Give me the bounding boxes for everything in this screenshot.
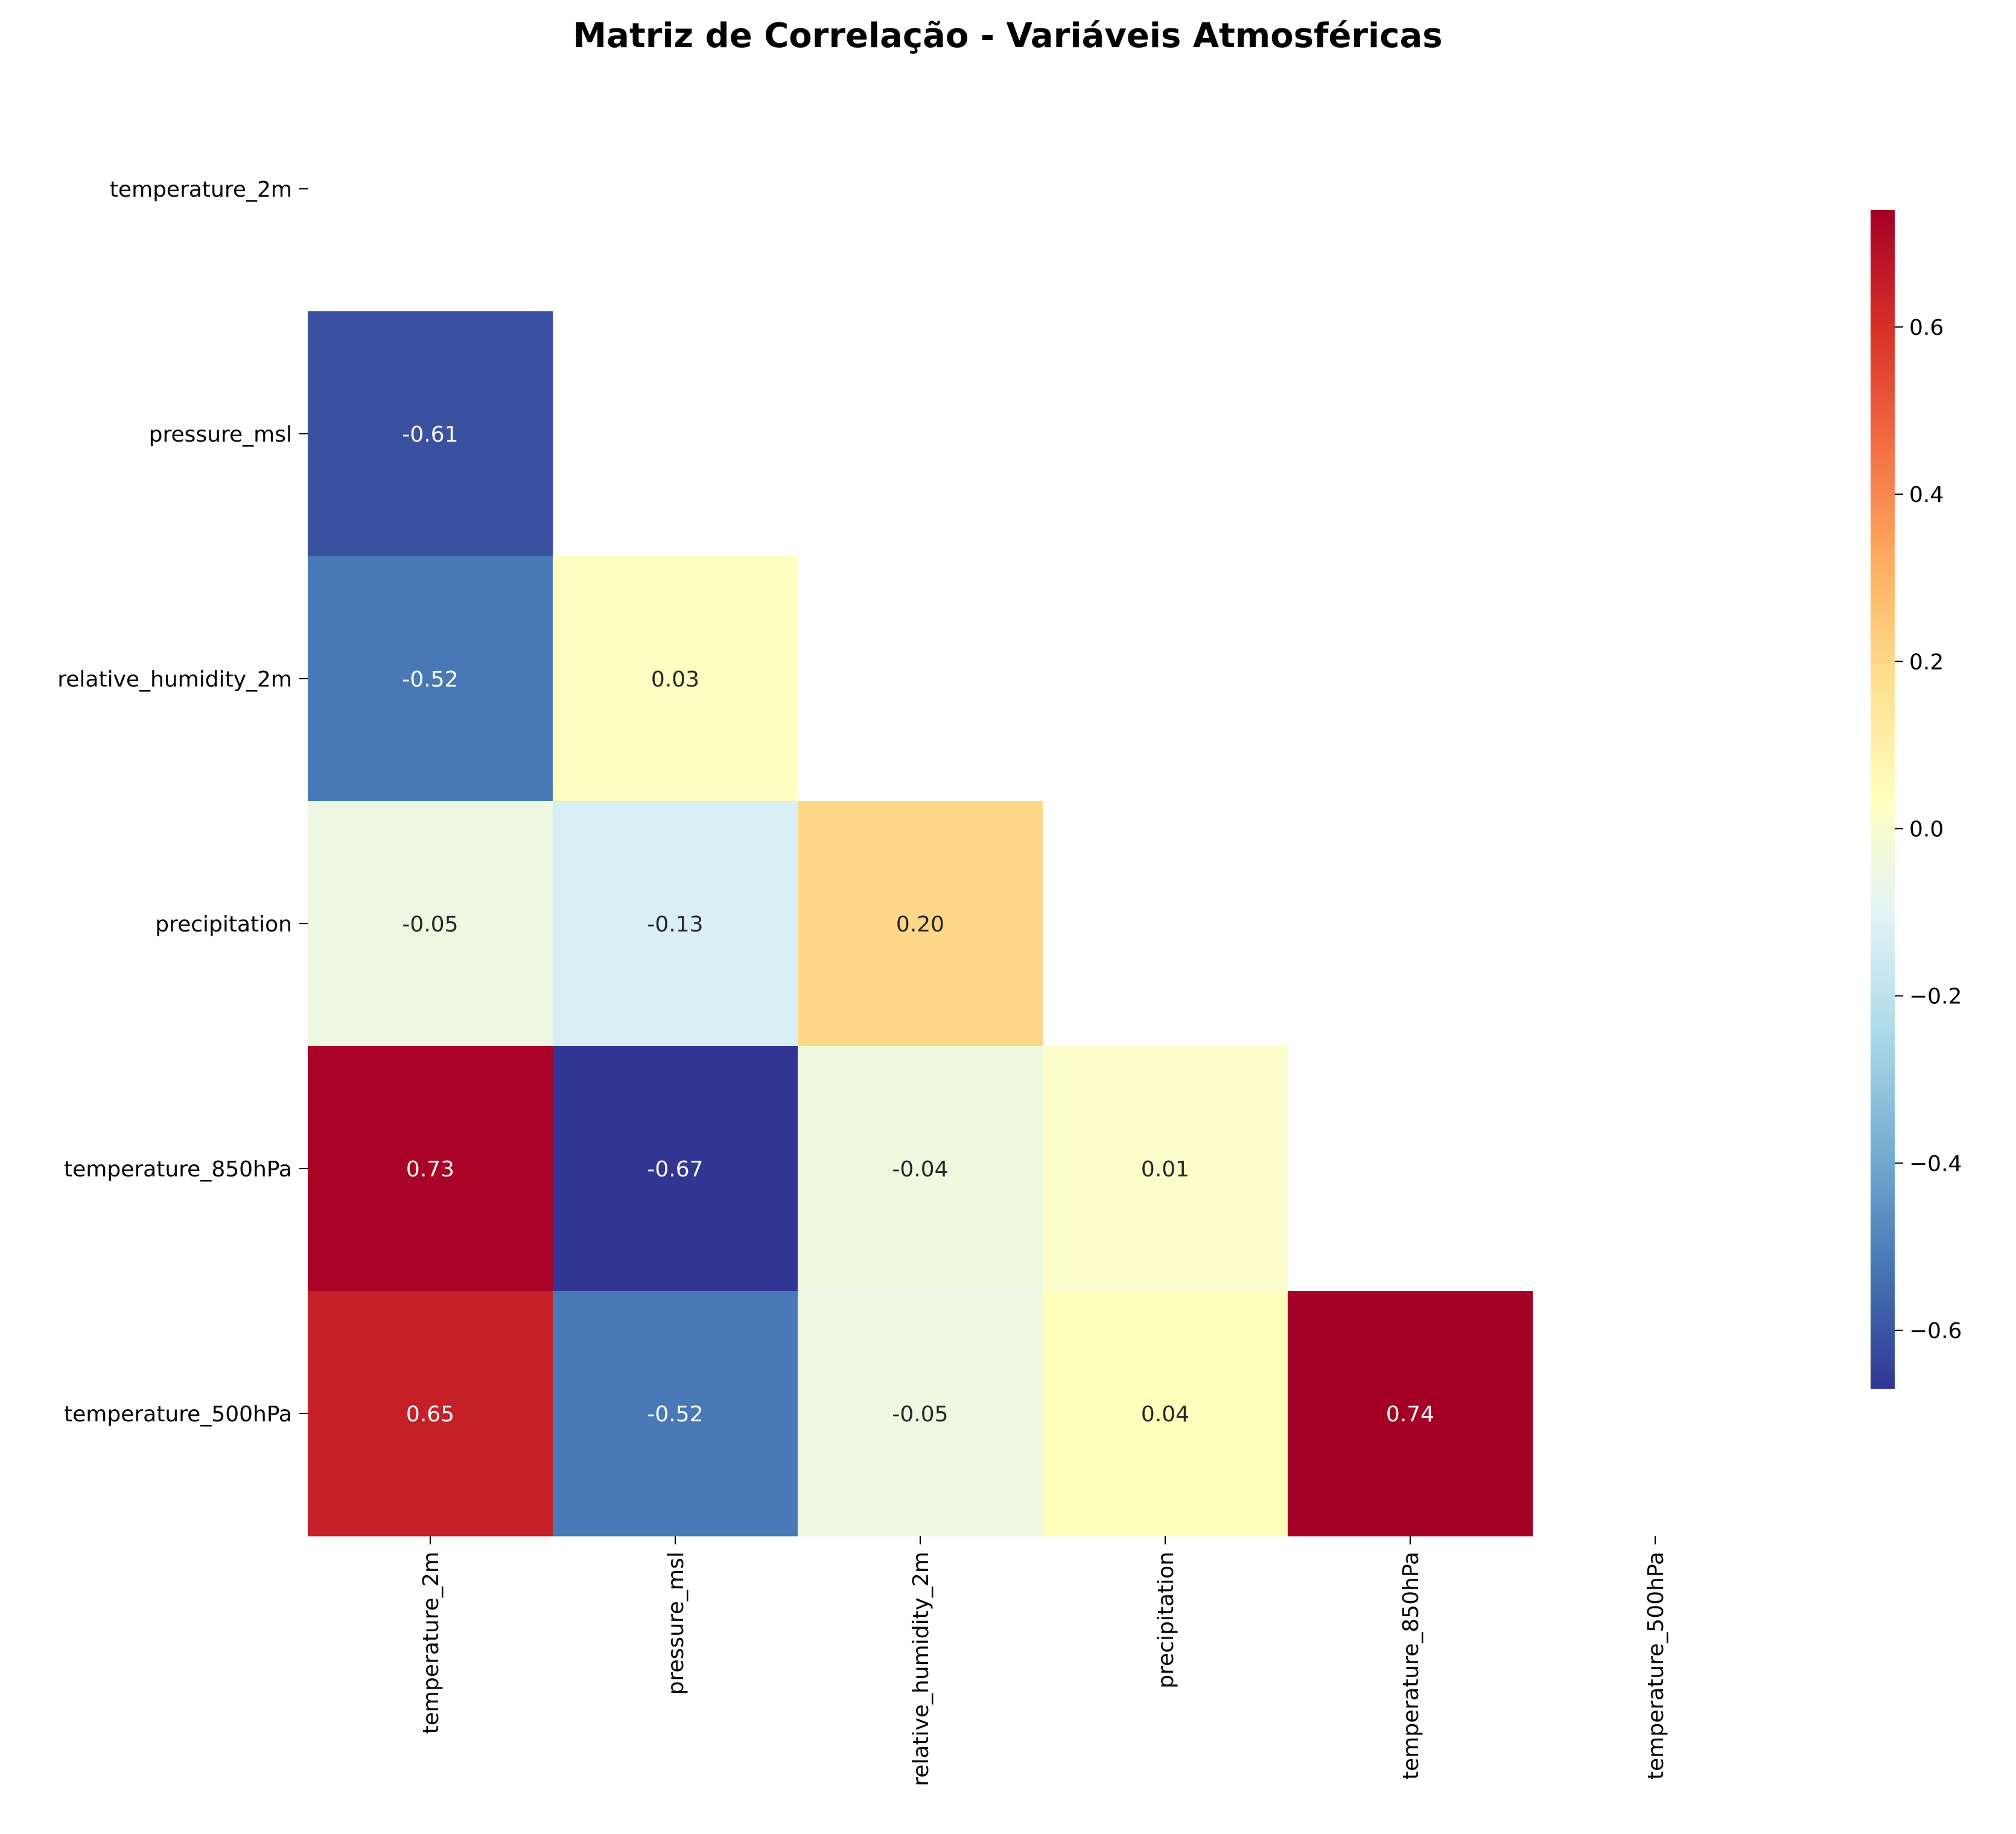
cell-value-label: -0.52	[402, 667, 458, 692]
heatmap-cell	[308, 801, 553, 1047]
heatmap-cell	[1043, 1291, 1288, 1537]
cell-value-label: -0.05	[892, 1402, 948, 1427]
chart-title: Matriz de Correlação - Variáveis Atmosfé…	[573, 16, 1442, 56]
x-axis: temperature_2m pressure_msl relative_humid…	[419, 1536, 1668, 1786]
heatmap-cell	[798, 1291, 1043, 1537]
cell-value-label: -0.04	[892, 1157, 948, 1182]
heatmap-cell	[1288, 1291, 1533, 1537]
colorbar-gradient	[1871, 210, 1895, 1389]
cell-value-label: 0.01	[1141, 1157, 1189, 1182]
y-tick-label: pressure_msl	[149, 422, 292, 447]
colorbar-tick-label: 0.6	[1909, 316, 1944, 340]
x-tick-label: precipitation	[1154, 1552, 1178, 1689]
cell-value-label: -0.61	[402, 422, 458, 447]
heatmap-cell	[1043, 1046, 1288, 1292]
cell-value-label: -0.52	[647, 1402, 703, 1427]
colorbar-tick-label: −0.4	[1909, 1152, 1962, 1176]
x-tick-label: temperature_2m	[419, 1552, 444, 1734]
heatmap-cells	[308, 311, 1533, 1537]
colorbar-tick-label: 0.2	[1909, 650, 1944, 674]
x-tick-label: temperature_850hPa	[1399, 1552, 1423, 1780]
cell-value-label: 0.20	[896, 912, 944, 937]
y-tick-label: temperature_2m	[110, 177, 292, 202]
colorbar: −0.6 −0.4 −0.2 0.0 0.2 0.4 0.6	[1871, 210, 1962, 1389]
heatmap-cell	[308, 311, 553, 557]
heatmap-cell	[553, 556, 798, 802]
cell-value-label: 0.04	[1141, 1402, 1189, 1427]
cell-value-label: 0.03	[651, 667, 699, 692]
y-tick-label: precipitation	[155, 912, 292, 937]
colorbar-tick-label: 0.4	[1909, 483, 1944, 507]
cell-value-label: -0.67	[647, 1157, 703, 1182]
cell-annotations: -0.61 -0.52 0.03 -0.05 -0.13 0.20 0.73 -0.67 -0.…	[402, 422, 1434, 1427]
heatmap-cell	[553, 1046, 798, 1292]
heatmap-cell	[798, 1046, 1043, 1292]
y-tick-label: temperature_850hPa	[64, 1157, 292, 1182]
heatmap-cell	[308, 556, 553, 802]
x-tick-label: pressure_msl	[664, 1552, 688, 1695]
colorbar-tick-label: −0.2	[1909, 985, 1962, 1009]
cell-value-label: 0.73	[406, 1157, 454, 1182]
heatmap-cell	[308, 1046, 553, 1292]
x-tick-label: temperature_500hPa	[1644, 1552, 1668, 1780]
heatmap-cell	[553, 1291, 798, 1537]
colorbar-tick-label: 0.0	[1909, 817, 1944, 842]
heatmap-cell	[308, 1291, 553, 1537]
colorbar-tick-label: −0.6	[1909, 1319, 1962, 1344]
heatmap-cell	[798, 801, 1043, 1047]
y-axis: temperature_2m pressure_msl relative_humid…	[57, 177, 308, 1427]
heatmap-cell	[553, 801, 798, 1047]
cell-value-label: 0.74	[1386, 1402, 1434, 1427]
cell-value-label: 0.65	[406, 1402, 454, 1427]
y-tick-label: temperature_500hPa	[64, 1402, 292, 1427]
cell-value-label: -0.05	[402, 912, 458, 937]
x-tick-label: relative_humidity_2m	[909, 1552, 933, 1786]
cell-value-label: -0.13	[647, 912, 703, 937]
y-tick-label: relative_humidity_2m	[57, 667, 292, 692]
